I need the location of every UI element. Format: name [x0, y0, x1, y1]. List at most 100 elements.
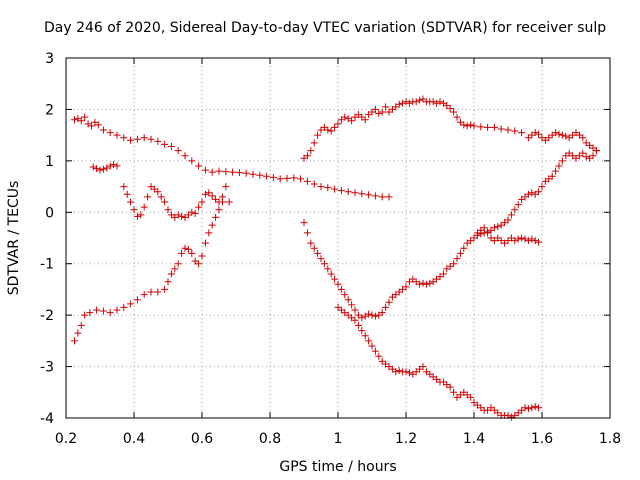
data-point — [229, 168, 237, 176]
data-point — [201, 239, 209, 247]
data-point — [405, 369, 413, 377]
data-point — [174, 260, 182, 268]
data-point — [317, 183, 325, 191]
data-point — [144, 193, 152, 201]
data-point — [191, 209, 199, 217]
data-point — [402, 368, 410, 376]
y-axis-label: SDTVAR / TECUs — [6, 181, 22, 296]
data-point — [324, 126, 332, 134]
data-point — [334, 280, 342, 288]
data-point — [212, 213, 220, 221]
data-point — [195, 162, 203, 170]
data-point — [113, 131, 121, 139]
data-point — [528, 404, 536, 412]
data-point — [470, 234, 478, 242]
data-point — [555, 130, 563, 138]
data-point — [283, 174, 291, 182]
data-point — [222, 168, 230, 176]
data-point — [164, 278, 172, 286]
series-track-d — [300, 95, 600, 162]
data-point — [558, 131, 566, 139]
data-point — [412, 98, 420, 106]
data-point — [310, 180, 318, 188]
data-point — [154, 288, 162, 296]
y-tick-label: 1 — [45, 154, 54, 170]
data-point — [450, 388, 458, 396]
data-point — [555, 162, 563, 170]
data-point — [81, 311, 89, 319]
data-point — [106, 129, 114, 137]
data-point — [99, 307, 107, 315]
data-point — [535, 188, 543, 196]
data-point — [528, 235, 536, 243]
data-point — [106, 162, 114, 170]
data-point — [310, 244, 318, 252]
data-point — [225, 198, 233, 206]
data-point — [579, 134, 587, 142]
data-point — [460, 244, 468, 252]
data-point — [354, 321, 362, 329]
data-point — [71, 337, 78, 345]
data-point — [385, 298, 393, 306]
data-point — [371, 105, 379, 113]
data-point — [450, 260, 458, 268]
data-point — [88, 122, 95, 130]
data-point — [77, 117, 85, 125]
data-point — [215, 206, 223, 214]
data-point — [518, 234, 526, 242]
data-point — [205, 229, 213, 237]
data-point — [456, 249, 464, 257]
data-point — [450, 108, 458, 116]
data-point — [392, 368, 400, 376]
data-point — [490, 123, 498, 131]
data-point — [337, 187, 345, 195]
data-point — [113, 306, 121, 314]
data-point — [71, 116, 78, 124]
data-point — [507, 211, 515, 219]
data-point — [174, 147, 182, 155]
data-point — [106, 309, 114, 317]
data-point — [198, 252, 206, 260]
data-point — [300, 219, 308, 227]
data-point — [511, 206, 519, 214]
data-point — [303, 177, 311, 185]
data-point — [96, 166, 104, 174]
data-point — [453, 255, 461, 263]
data-point — [314, 131, 322, 139]
data-point — [538, 183, 546, 191]
data-point — [120, 303, 128, 311]
data-point — [188, 208, 196, 216]
data-point — [365, 337, 373, 345]
x-tick-label: 1.6 — [531, 431, 553, 447]
data-point — [140, 203, 148, 211]
data-point — [351, 189, 359, 197]
data-point — [558, 157, 566, 165]
data-point — [222, 183, 230, 191]
data-point — [184, 245, 192, 253]
data-point — [361, 332, 369, 340]
data-point — [303, 229, 311, 237]
data-point — [235, 169, 243, 177]
data-point — [521, 404, 529, 412]
data-point — [494, 223, 502, 231]
data-point — [504, 126, 512, 134]
x-tick-label: 0.8 — [259, 431, 281, 447]
data-point — [524, 190, 532, 198]
data-point — [127, 300, 135, 308]
data-point — [181, 244, 189, 252]
data-point — [402, 98, 410, 106]
data-point — [133, 135, 141, 143]
data-point — [463, 122, 471, 130]
data-point — [514, 201, 522, 209]
data-point — [582, 153, 590, 161]
x-tick-label: 1.4 — [463, 431, 485, 447]
data-point — [429, 98, 437, 106]
data-point — [371, 347, 379, 355]
data-point — [178, 249, 186, 257]
data-point — [147, 135, 155, 143]
data-point — [154, 188, 162, 196]
data-point — [188, 249, 196, 257]
data-point — [167, 142, 175, 150]
data-point — [402, 283, 410, 291]
